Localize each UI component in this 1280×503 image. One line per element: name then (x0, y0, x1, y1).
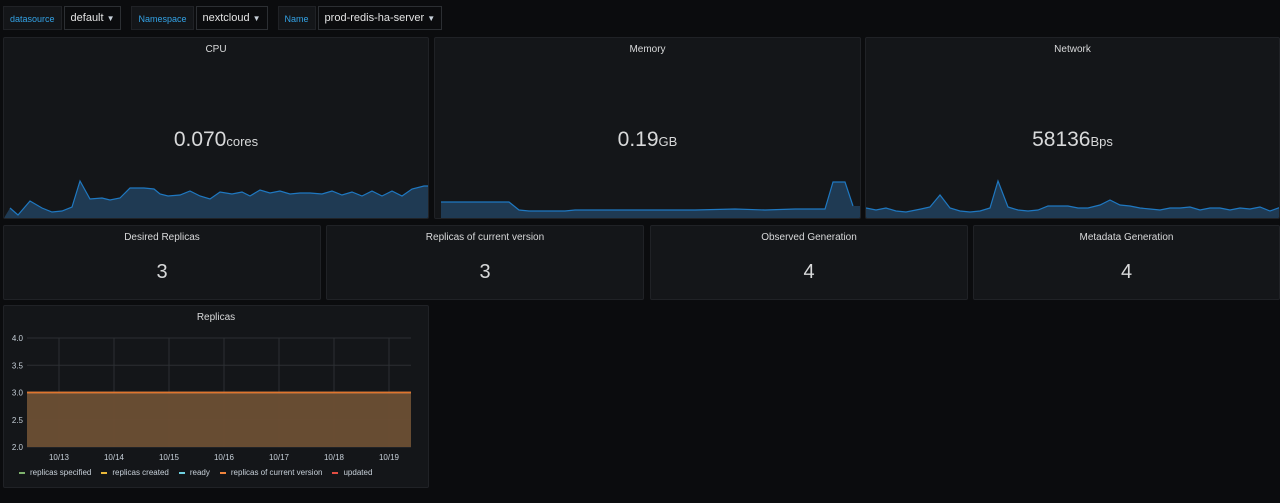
panel-title: Observed Generation (761, 232, 857, 243)
y-tick-label: 4.0 (12, 334, 24, 343)
x-tick-label: 10/18 (324, 453, 345, 462)
chart-title: Replicas (196, 312, 236, 323)
panel-title: CPU (205, 44, 227, 55)
legend-label: replicas of current version (230, 468, 323, 477)
chevron-down-icon: ▼ (252, 14, 261, 23)
replicas-chart: 4.0 3.5 3.0 2.5 2.0 10/13 10/14 10/15 10/16 10/17… (12, 334, 411, 462)
y-tick-label: 3.0 (12, 389, 24, 398)
memory-sparkline (441, 181, 860, 218)
chevron-down-icon: ▼ (427, 14, 436, 23)
datasource-dropdown[interactable]: default ▼ (63, 6, 122, 30)
legend-label: ready (189, 468, 210, 477)
legend-item[interactable]: replicas created (101, 468, 169, 477)
stat-unit: Bps (1090, 134, 1113, 149)
namespace-dropdown[interactable]: nextcloud ▼ (195, 6, 268, 30)
variable-label-name: Name (277, 6, 316, 30)
y-tick-label: 3.5 (12, 361, 24, 370)
network-stat-value: 58136Bps (866, 128, 1279, 152)
current-version-replicas-panel[interactable]: Replicas of current version 3 (326, 225, 644, 300)
x-tick-label: 10/17 (269, 453, 290, 462)
name-dropdown[interactable]: prod-redis-ha-server ▼ (317, 6, 443, 30)
chevron-down-icon: ▼ (106, 14, 115, 23)
legend-item[interactable]: updated (332, 468, 372, 477)
x-tick-label: 10/16 (214, 453, 235, 462)
y-tick-label: 2.0 (12, 443, 24, 452)
observed-generation-value: 4 (803, 261, 815, 283)
memory-panel[interactable]: Memory 0.19GB (434, 37, 861, 219)
legend-swatch (101, 471, 108, 474)
panel-title: Metadata Generation (1079, 232, 1174, 243)
legend-swatch (332, 471, 339, 474)
stat-number: 58136 (1032, 128, 1091, 151)
metadata-generation-value: 4 (1120, 261, 1133, 283)
legend-swatch (19, 471, 25, 474)
memory-stat-value: 0.19GB (435, 128, 860, 152)
x-tick-label: 10/14 (104, 453, 125, 462)
legend-item[interactable]: replicas specified (19, 468, 91, 477)
x-tick-label: 10/15 (159, 453, 180, 462)
legend-swatch (178, 471, 185, 474)
panel-title: Network (1054, 44, 1091, 55)
panel-title: Replicas of current version (425, 232, 545, 243)
desired-replicas-value: 3 (156, 261, 168, 283)
desired-replicas-panel[interactable]: Desired Replicas 3 (3, 225, 321, 300)
name-value: prod-redis-ha-server (324, 12, 425, 24)
legend-swatch (219, 471, 226, 474)
cpu-stat-value: 0.070cores (4, 128, 428, 152)
cpu-sparkline (4, 179, 428, 218)
network-sparkline (866, 179, 1279, 218)
legend-label: updated (343, 468, 373, 477)
namespace-value: nextcloud (202, 12, 250, 24)
datasource-value: default (70, 12, 104, 24)
replicas-graph-panel[interactable]: Replicas 4.0 3.5 3.0 2.5 2.0 10/13 10/14 10/15 1… (3, 305, 429, 488)
legend-item[interactable]: ready (178, 468, 210, 477)
legend-item[interactable]: replicas of current version (219, 468, 323, 477)
stat-unit: GB (658, 134, 678, 149)
template-variables-bar: datasource default ▼ Namespace nextcloud ▼… (3, 6, 452, 30)
chart-legend: replicas specified replicas created ready r… (19, 468, 382, 477)
metadata-generation-panel[interactable]: Metadata Generation 4 (973, 225, 1280, 300)
panel-title: Memory (629, 44, 666, 55)
y-tick-label: 2.5 (12, 416, 24, 425)
panel-title: Desired Replicas (124, 232, 200, 243)
variable-label-namespace: Namespace (131, 6, 194, 30)
x-tick-label: 10/19 (379, 453, 400, 462)
replicas-area (27, 392, 411, 447)
stat-unit: cores (226, 134, 259, 149)
current-version-replicas-value: 3 (479, 261, 491, 283)
x-tick-label: 10/13 (49, 453, 70, 462)
variable-label-datasource: datasource (3, 6, 62, 30)
observed-generation-panel[interactable]: Observed Generation 4 (650, 225, 968, 300)
stat-number: 0.070 (173, 128, 227, 151)
legend-label: replicas created (112, 468, 169, 477)
stat-number: 0.19 (617, 128, 659, 151)
network-panel[interactable]: Network 58136Bps (865, 37, 1280, 219)
legend-label: replicas specified (30, 468, 92, 477)
cpu-panel[interactable]: CPU 0.070cores (3, 37, 429, 219)
